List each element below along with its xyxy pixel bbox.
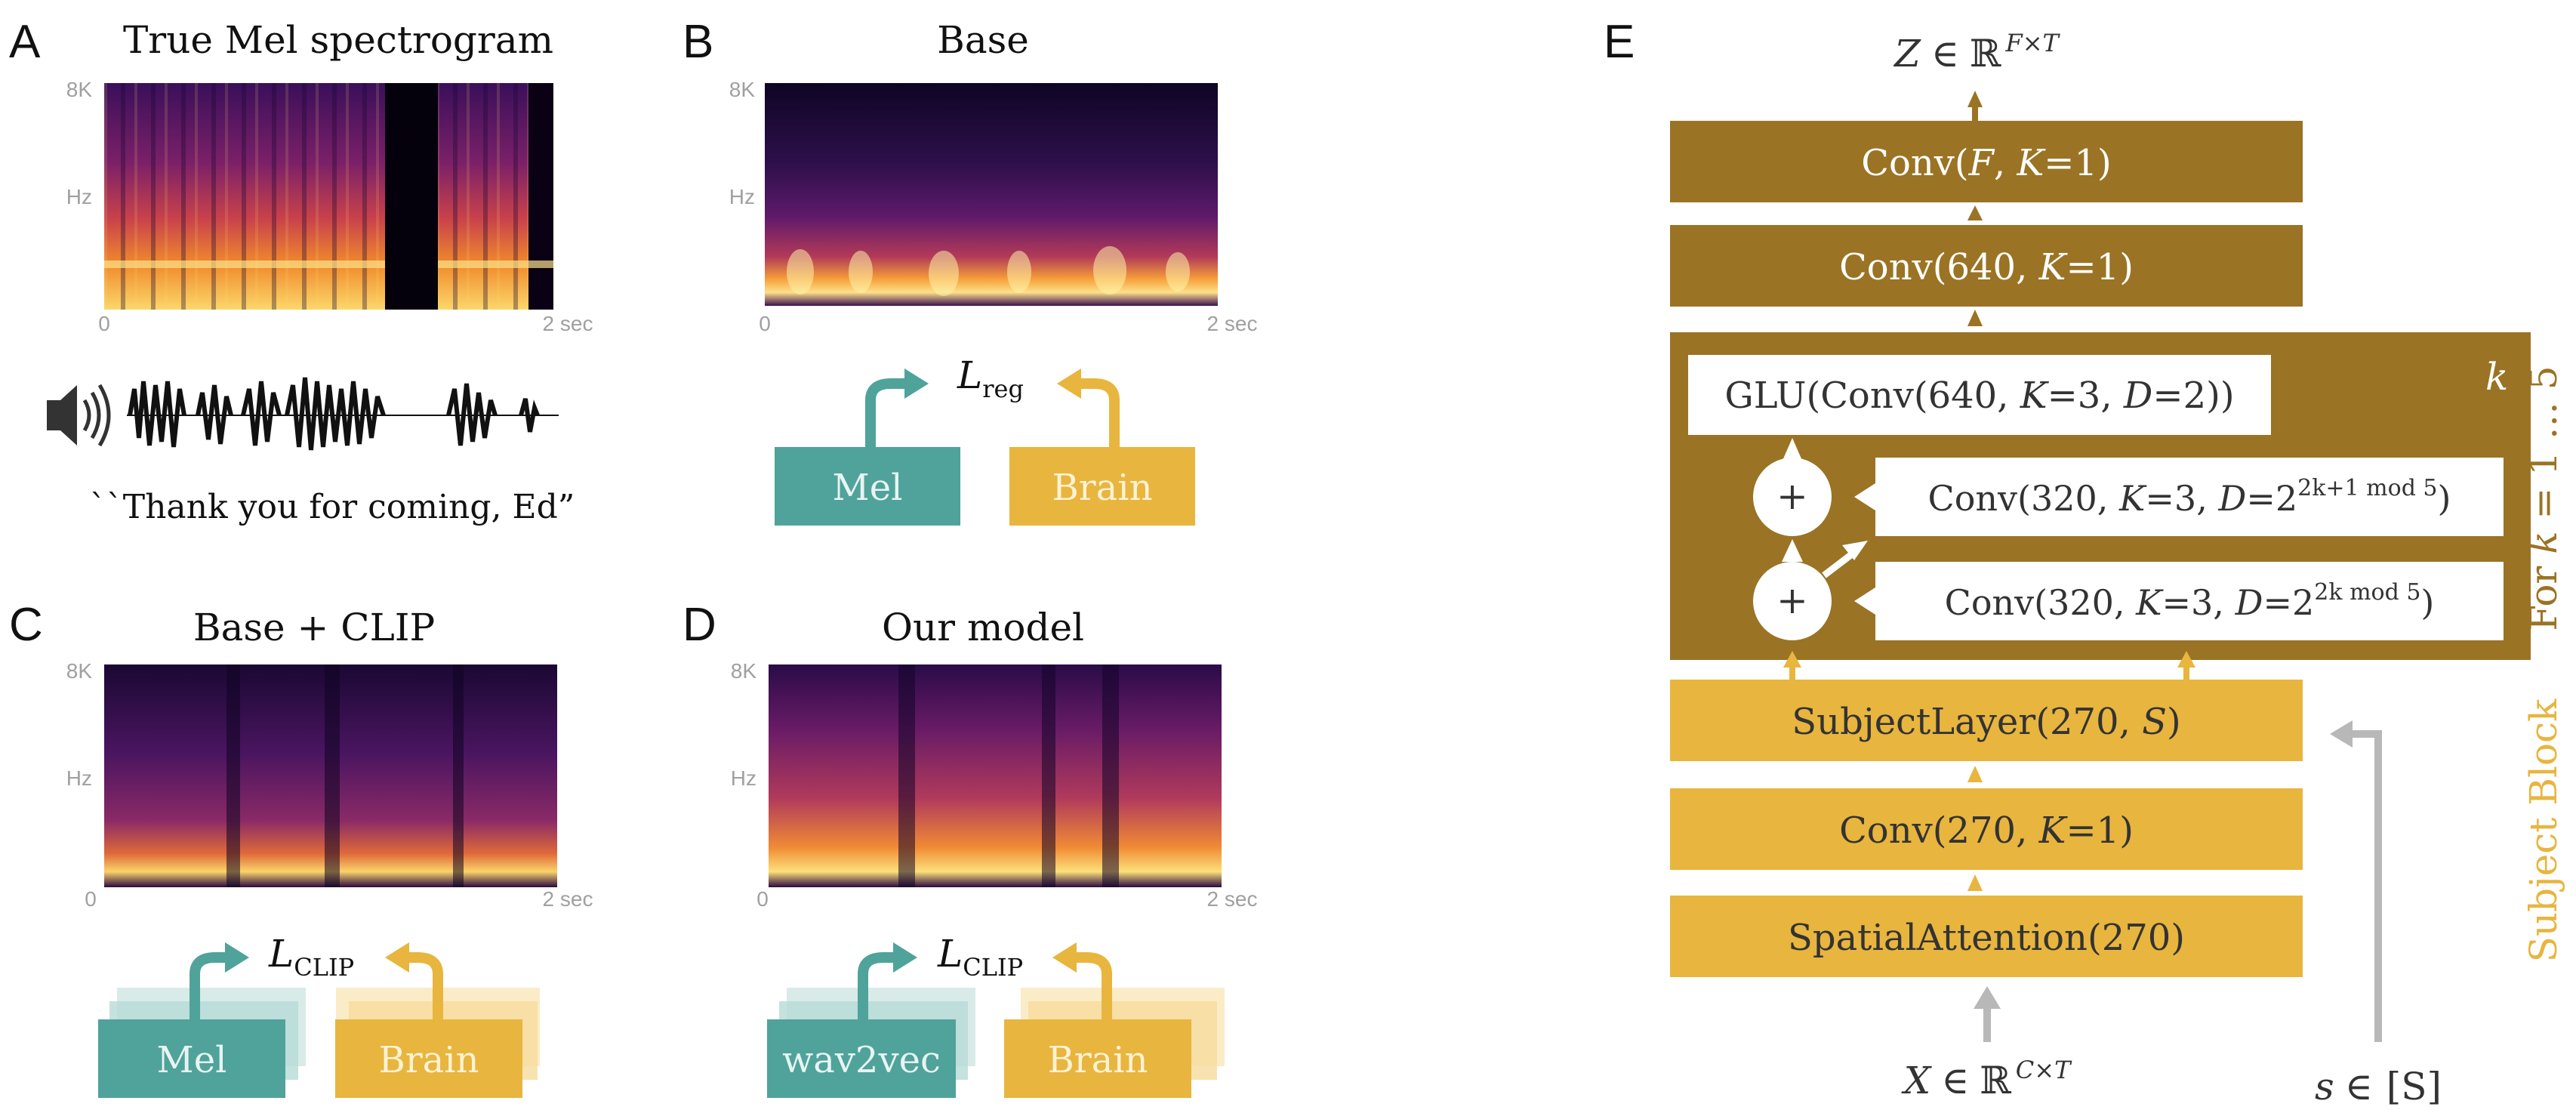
panel-d-y-top: 8K [731,659,757,683]
spatial-attention-block [1670,896,2303,977]
panel-c-x-end: 2 sec [543,887,593,911]
conv-640-block [1670,225,2303,307]
panel-b-y-unit: Hz [729,185,755,208]
panel-b-spectrogram [765,83,1218,306]
panel-c-brain-arrowhead [385,942,409,973]
plus-top-label: + [1776,474,1808,518]
panel-c-brain-label: Brain [378,1039,479,1081]
conv-320-b-label: Conv(320, K=3, D=22k mod 5) [1945,579,2435,623]
waveform [127,377,559,451]
panel-b-title: Base [937,18,1029,62]
panel-c-mel-label: Mel [157,1039,227,1081]
panel-d-x-start: 0 [756,887,769,911]
conv-270-label: Conv(270, K=1) [1839,809,2134,852]
input-s-label: s ∈ [S] [2315,1065,2442,1108]
input-x-label: X ∈ ℝ C×T [1901,1056,2072,1102]
panel-a-spectrogram [104,83,553,310]
panel-c-mel-arrowhead [225,942,249,973]
subject-layer-label: SubjectLayer(270, S) [1792,701,2180,743]
plus-node-bottom [1753,562,1832,640]
panel-b-brain-arrow [1080,378,1120,447]
panel-e: E Z ∈ ℝ F×T Conv(F, K=1) Conv(640, K=1) k G… [1604,16,2565,1108]
glu-label: GLU(Conv(640, K=3, D=2)) [1724,375,2234,417]
panel-c-letter: C [9,599,43,651]
panel-c-spectrogram [104,664,557,887]
panel-b-x-end: 2 sec [1207,312,1258,335]
panel-b-loss: Lreg [957,353,1024,403]
panel-c-loss: LCLIP [268,932,354,982]
subject-block-label: Subject Block [2522,698,2565,962]
k-label: k [2485,355,2508,399]
plus-bottom-label: + [1776,578,1808,622]
conv-270-block [1670,788,2303,870]
panel-d-brain-arrowhead [1052,942,1077,973]
panel-a-caption: ``Thank you for coming, Ed” [90,488,575,526]
panel-c-mel-box [98,1019,285,1098]
panel-d-w2v-label: wav2vec [782,1039,941,1081]
panel-c-y-unit: Hz [66,766,92,790]
panel-d-w2v-arrow [858,952,895,1019]
conv-320-a-block [1875,458,2504,536]
panel-a: A True Mel spectrogram 8K Hz 0 2 sec ``T… [9,16,593,526]
panel-d-title: Our model [882,606,1084,649]
panel-b-brain-box [1009,447,1195,526]
glu-block [1688,355,2271,435]
arrow-to-output [1967,91,1983,107]
panel-c: C Base + CLIP 8K Hz 0 2 sec LCLIP Mel Br… [9,599,593,1098]
panel-b-y-top: 8K [729,78,756,101]
plus-node-top [1753,458,1832,536]
speaker-icon [47,384,111,447]
panel-b-mel-box [775,447,960,526]
conv-320-b-block [1875,562,2504,640]
panel-d-brain-label: Brain [1047,1039,1148,1081]
subject-layer-block [1670,680,2303,761]
panel-d-brain-arrow [1075,952,1112,1019]
panel-e-letter: E [1604,16,1635,68]
panel-d: D Our model 8K Hz 0 2 sec LCLIP wav2vec … [683,599,1257,1098]
panel-b-x-start: 0 [759,312,771,335]
panel-d-w2v-arrowhead [893,942,917,973]
panel-c-mel-arrow [190,952,226,1019]
panel-b-mel-arrow [865,378,906,447]
panel-d-loss: LCLIP [937,932,1023,982]
subject-index-arrow [2343,730,2382,1042]
panel-b-letter: B [683,16,713,68]
panel-c-brain-box [335,1019,522,1098]
panel-a-y-unit: Hz [66,185,92,208]
panel-d-w2v-box [767,1019,956,1098]
panel-c-title: Base + CLIP [193,606,435,649]
panel-d-spectrogram [769,664,1222,887]
panel-b-mel-label: Mel [833,467,903,509]
panel-c-y-top: 8K [66,659,93,683]
panel-b: B Base 8K Hz 0 2 sec Lreg Mel Brain [683,16,1257,526]
panel-b-mel-arrowhead [904,368,929,399]
panel-d-y-unit: Hz [731,766,756,790]
conv-f-label: Conv(F, K=1) [1861,142,2112,184]
panel-a-letter: A [9,16,41,68]
panel-d-x-end: 2 sec [1207,887,1258,911]
spatial-attention-label: SpatialAttention(270) [1788,917,2185,959]
panel-d-brain-box [1004,1019,1191,1098]
panel-b-brain-label: Brain [1052,467,1152,509]
output-label: Z ∈ ℝ F×T [1893,29,2060,76]
panel-d-letter: D [683,599,716,651]
conv-f-block [1670,121,2303,202]
panel-a-title: True Mel spectrogram [123,18,553,62]
panel-c-x-start: 0 [85,887,97,911]
input-x-arrow [1974,986,2001,1009]
conv-640-label: Conv(640, K=1) [1839,246,2134,288]
panel-c-brain-arrow [408,952,443,1019]
skip-arrow [1842,541,1868,560]
conv-320-a-label: Conv(320, K=3, D=22k+1 mod 5) [1928,475,2451,519]
panel-a-y-top: 8K [66,78,93,101]
loop-label: For k = 1 … 5 [2522,365,2565,631]
panel-a-x-start: 0 [98,312,110,335]
panel-a-x-end: 2 sec [543,312,593,335]
panel-b-brain-arrowhead [1057,368,1081,399]
